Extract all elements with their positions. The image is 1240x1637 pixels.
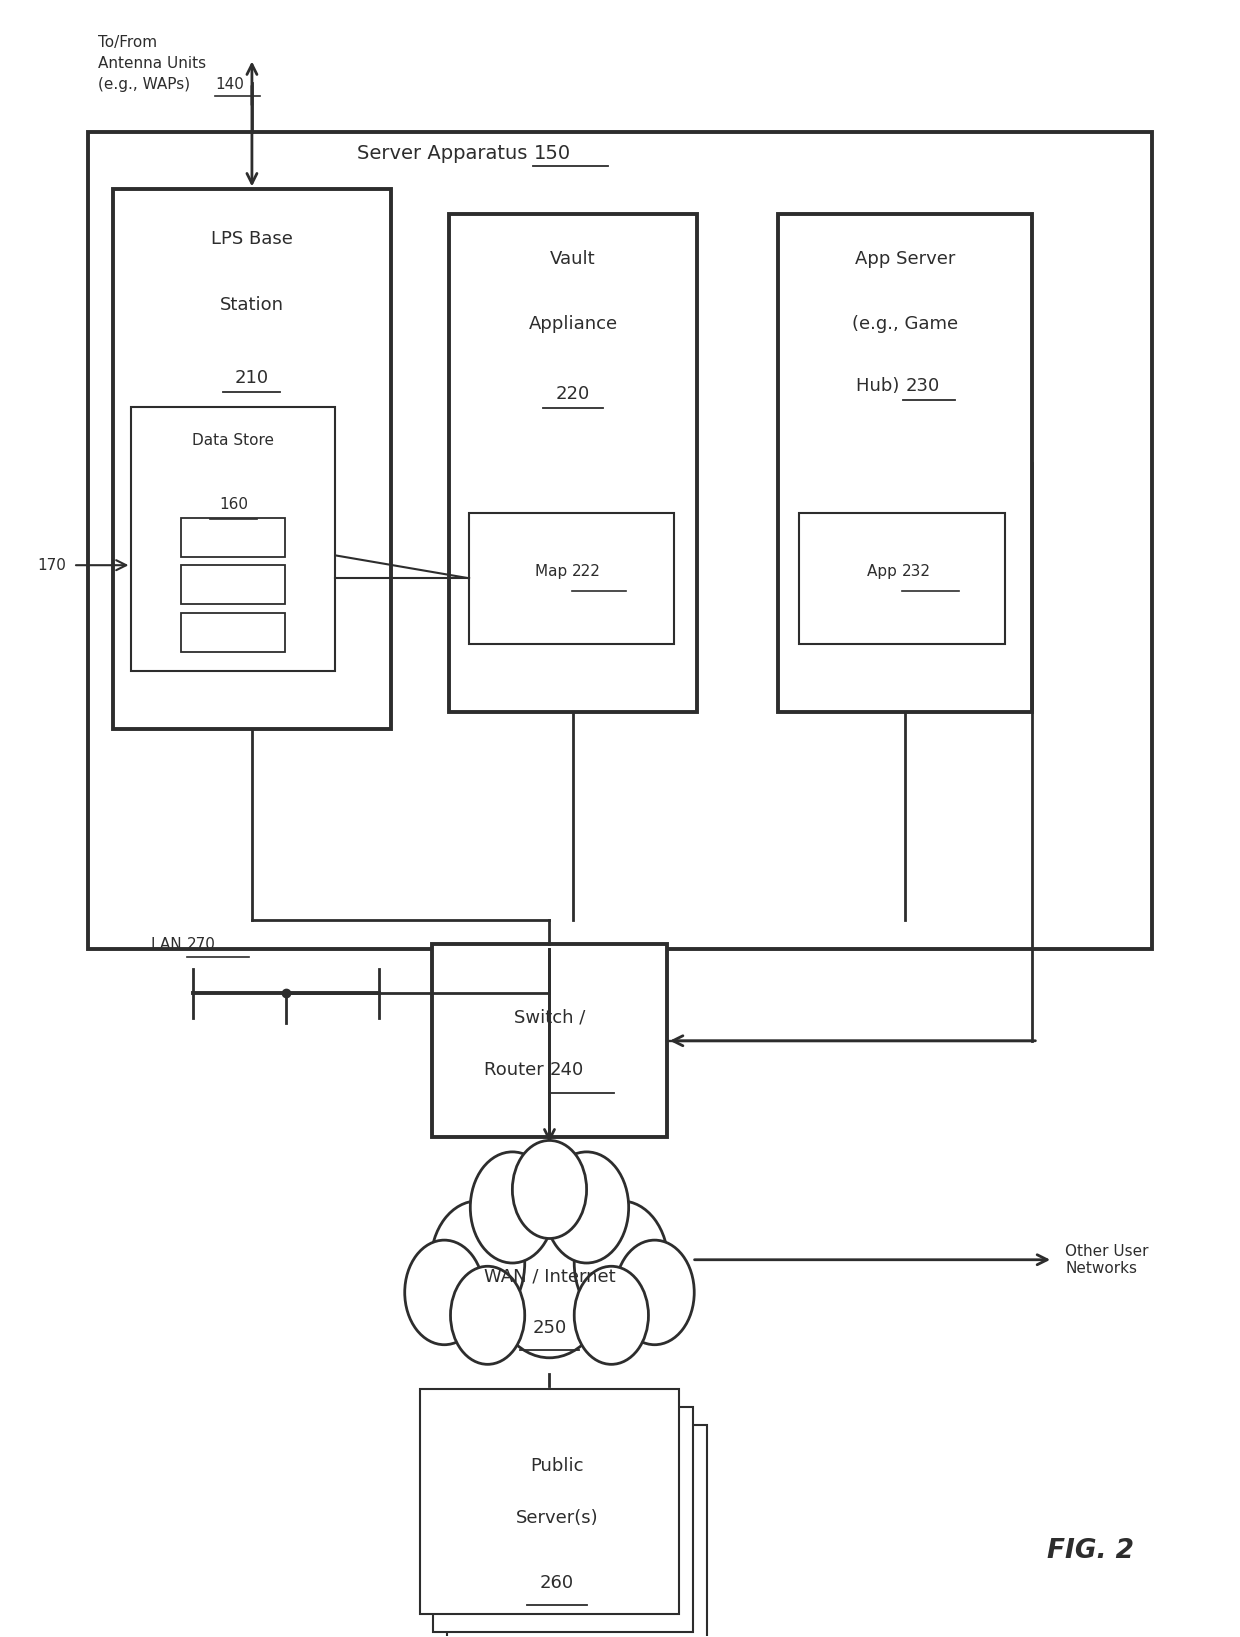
Circle shape xyxy=(574,1202,668,1324)
Circle shape xyxy=(574,1267,649,1364)
Circle shape xyxy=(430,1202,525,1324)
Circle shape xyxy=(490,1202,609,1357)
Text: Other User
Networks: Other User Networks xyxy=(1065,1244,1149,1275)
Bar xyxy=(800,512,1004,643)
Text: 150: 150 xyxy=(533,144,570,162)
Text: 270: 270 xyxy=(187,936,216,951)
Circle shape xyxy=(470,1152,554,1264)
Text: 232: 232 xyxy=(901,565,931,579)
Bar xyxy=(449,214,697,712)
Bar xyxy=(131,406,336,671)
Text: LAN: LAN xyxy=(151,936,187,951)
Text: Data Store: Data Store xyxy=(192,432,274,449)
Bar xyxy=(432,945,667,1138)
Text: (e.g., WAPs): (e.g., WAPs) xyxy=(98,77,195,92)
Text: Router: Router xyxy=(484,1061,549,1079)
Text: WAN / Internet: WAN / Internet xyxy=(484,1267,615,1285)
Text: Hub): Hub) xyxy=(856,377,905,395)
Text: Appliance: Appliance xyxy=(528,316,618,334)
Bar xyxy=(181,565,285,604)
Circle shape xyxy=(615,1241,694,1344)
Text: 210: 210 xyxy=(234,368,269,386)
Text: To/From: To/From xyxy=(98,34,157,49)
Circle shape xyxy=(512,1141,587,1239)
Text: Station: Station xyxy=(219,296,284,314)
Text: LPS Base: LPS Base xyxy=(211,231,293,249)
Text: Antenna Units: Antenna Units xyxy=(98,56,206,70)
Text: Map: Map xyxy=(534,565,572,579)
Text: FIG. 2: FIG. 2 xyxy=(1047,1537,1133,1563)
Text: 250: 250 xyxy=(532,1319,567,1337)
Bar xyxy=(433,1406,693,1632)
Text: 260: 260 xyxy=(539,1575,574,1593)
Text: 160: 160 xyxy=(219,496,248,511)
Bar xyxy=(419,1388,680,1614)
Text: 170: 170 xyxy=(37,558,66,573)
Bar xyxy=(88,133,1152,949)
Text: 140: 140 xyxy=(216,77,244,92)
Text: Vault: Vault xyxy=(551,250,595,268)
Circle shape xyxy=(404,1241,484,1344)
Text: 222: 222 xyxy=(572,565,600,579)
Text: Public: Public xyxy=(531,1457,584,1475)
Circle shape xyxy=(450,1267,525,1364)
Text: Switch /: Switch / xyxy=(513,1008,585,1026)
Text: 240: 240 xyxy=(549,1061,584,1079)
Bar xyxy=(446,1424,707,1637)
Bar xyxy=(181,517,285,557)
Text: 220: 220 xyxy=(556,385,590,403)
Bar xyxy=(779,214,1032,712)
Bar xyxy=(113,190,391,728)
Bar xyxy=(469,512,675,643)
Text: (e.g., Game: (e.g., Game xyxy=(852,316,959,334)
Text: App: App xyxy=(867,565,901,579)
Text: App Server: App Server xyxy=(856,250,955,268)
Circle shape xyxy=(544,1152,629,1264)
Text: Server Apparatus: Server Apparatus xyxy=(357,144,533,162)
Text: Server(s): Server(s) xyxy=(516,1509,598,1527)
Bar xyxy=(181,612,285,652)
Text: 230: 230 xyxy=(905,377,940,395)
